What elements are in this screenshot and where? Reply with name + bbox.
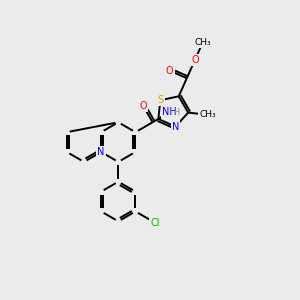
Text: H: H [174,108,180,117]
Text: NH: NH [162,107,177,117]
Text: N: N [172,122,179,132]
Text: CH₃: CH₃ [200,110,216,119]
Text: S: S [157,95,164,105]
Text: Cl: Cl [150,218,160,228]
Text: O: O [140,101,147,111]
Text: CH₃: CH₃ [195,38,211,46]
Text: N: N [98,147,105,157]
Text: O: O [191,55,199,65]
Text: O: O [166,66,173,76]
